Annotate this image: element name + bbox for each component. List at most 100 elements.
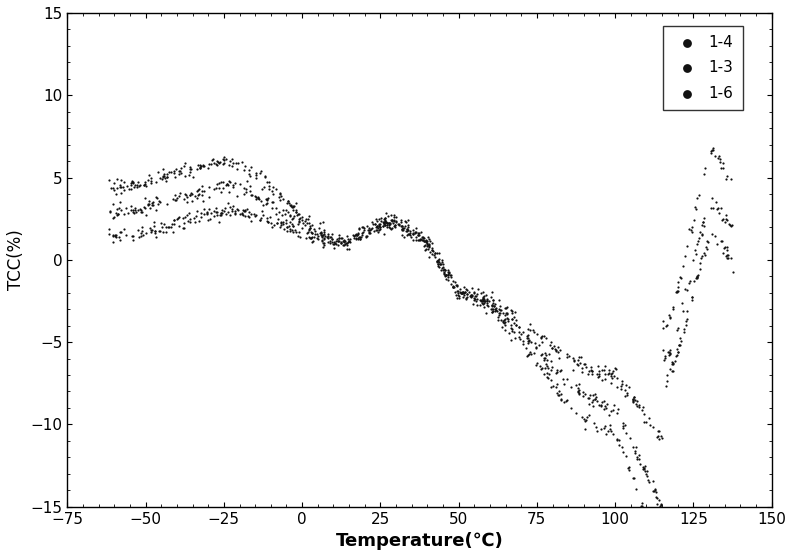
1-3 — [151, 200, 164, 209]
1-4 — [423, 252, 435, 261]
1-3 — [572, 386, 584, 395]
1-6 — [672, 341, 685, 350]
1-6 — [477, 296, 489, 305]
1-3 — [125, 206, 137, 215]
1-3 — [585, 398, 598, 407]
1-4 — [128, 180, 141, 189]
1-6 — [491, 306, 504, 315]
1-3 — [333, 234, 346, 243]
1-3 — [515, 330, 527, 339]
1-3 — [305, 221, 318, 229]
1-6 — [189, 217, 201, 226]
1-4 — [671, 286, 684, 295]
1-3 — [469, 291, 482, 300]
1-3 — [664, 348, 676, 357]
1-3 — [710, 198, 722, 207]
1-6 — [167, 216, 180, 224]
1-3 — [435, 266, 447, 275]
1-3 — [649, 487, 662, 496]
1-3 — [626, 442, 639, 451]
1-3 — [692, 234, 705, 243]
1-4 — [374, 222, 386, 231]
1-4 — [270, 184, 282, 193]
1-6 — [458, 283, 470, 292]
1-3 — [719, 211, 732, 219]
1-4 — [554, 346, 566, 355]
1-6 — [385, 216, 398, 224]
1-3 — [582, 394, 595, 403]
1-3 — [418, 236, 431, 245]
1-4 — [662, 311, 675, 320]
1-6 — [418, 233, 431, 242]
1-6 — [477, 303, 490, 312]
1-3 — [167, 194, 179, 203]
1-3 — [356, 222, 369, 231]
1-3 — [260, 198, 273, 207]
1-6 — [686, 295, 699, 304]
1-6 — [456, 289, 469, 297]
1-6 — [457, 287, 469, 296]
1-4 — [428, 253, 441, 262]
1-6 — [505, 324, 518, 333]
1-3 — [121, 208, 134, 217]
1-4 — [675, 274, 688, 283]
1-4 — [132, 182, 145, 190]
1-6 — [698, 248, 711, 257]
1-6 — [147, 222, 160, 231]
1-4 — [393, 220, 405, 229]
1-4 — [657, 324, 669, 333]
1-6 — [257, 211, 270, 219]
1-4 — [441, 268, 454, 277]
1-3 — [142, 200, 155, 209]
1-4 — [194, 163, 207, 172]
1-4 — [575, 364, 588, 373]
1-4 — [272, 192, 285, 201]
1-3 — [110, 204, 123, 213]
1-6 — [262, 217, 274, 226]
1-4 — [462, 287, 475, 296]
1-4 — [121, 182, 133, 191]
1-6 — [190, 206, 203, 215]
1-4 — [377, 221, 389, 230]
1-4 — [193, 162, 206, 171]
1-6 — [721, 251, 734, 260]
1-4 — [664, 312, 676, 321]
1-4 — [383, 219, 396, 228]
1-3 — [211, 180, 224, 189]
1-3 — [366, 218, 378, 227]
1-4 — [611, 382, 623, 391]
1-6 — [362, 223, 375, 232]
1-6 — [438, 269, 450, 278]
1-3 — [624, 434, 637, 443]
1-3 — [474, 295, 487, 304]
1-3 — [412, 230, 424, 239]
1-6 — [721, 254, 734, 263]
1-3 — [445, 271, 458, 280]
1-3 — [250, 194, 262, 203]
1-6 — [590, 422, 603, 431]
1-6 — [565, 403, 577, 412]
1-4 — [709, 152, 722, 161]
1-3 — [653, 502, 666, 511]
1-4 — [213, 159, 226, 168]
1-4 — [418, 242, 431, 251]
1-6 — [718, 244, 730, 253]
1-3 — [237, 189, 250, 198]
1-4 — [347, 233, 360, 242]
1-4 — [616, 379, 629, 388]
1-4 — [151, 168, 164, 177]
1-3 — [437, 268, 450, 277]
1-4 — [202, 159, 215, 168]
1-3 — [600, 402, 612, 411]
1-3 — [371, 228, 384, 237]
1-6 — [284, 227, 297, 236]
1-3 — [362, 226, 375, 235]
1-6 — [637, 506, 649, 515]
1-4 — [260, 178, 273, 187]
1-4 — [350, 235, 362, 244]
1-6 — [215, 205, 228, 214]
1-3 — [406, 235, 419, 244]
1-6 — [166, 219, 178, 228]
1-4 — [291, 209, 304, 218]
1-6 — [426, 245, 439, 254]
